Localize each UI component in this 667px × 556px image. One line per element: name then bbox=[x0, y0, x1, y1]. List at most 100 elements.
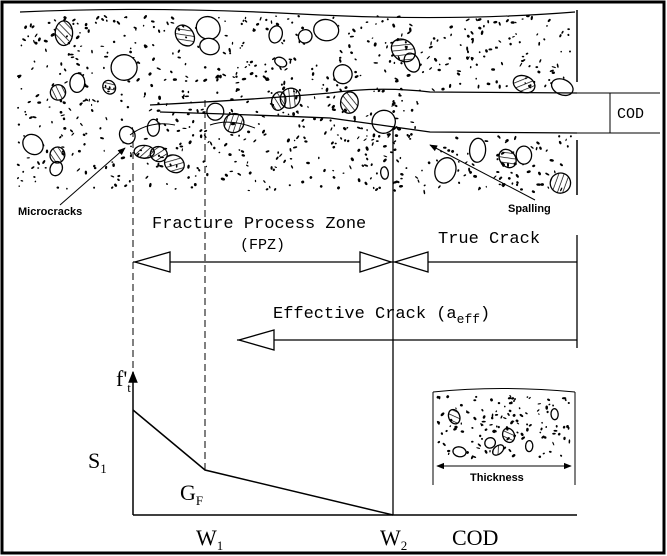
sand-grain bbox=[76, 168, 80, 172]
sand-grain bbox=[34, 33, 38, 37]
sand-grain bbox=[542, 452, 545, 454]
sand-grain bbox=[216, 91, 219, 94]
sand-grain bbox=[509, 401, 513, 404]
sand-grain bbox=[511, 453, 516, 457]
sand-grain bbox=[436, 159, 439, 162]
sand-grain bbox=[297, 15, 300, 18]
sand-grain bbox=[370, 177, 373, 180]
sand-grain bbox=[222, 51, 226, 55]
sand-grain bbox=[49, 106, 51, 108]
sand-grain bbox=[287, 113, 289, 115]
sand-grain bbox=[546, 25, 548, 27]
sand-grain bbox=[332, 176, 336, 180]
sand-grain bbox=[340, 137, 343, 140]
sand-grain bbox=[426, 56, 430, 60]
aggregate bbox=[312, 18, 340, 42]
sand-grain bbox=[158, 29, 161, 33]
sand-grain bbox=[439, 64, 441, 66]
sand-grain bbox=[29, 116, 34, 120]
sand-grain bbox=[496, 425, 498, 427]
sand-grain bbox=[311, 78, 313, 80]
sand-grain bbox=[511, 397, 515, 400]
sand-grain bbox=[274, 166, 277, 168]
sand-grain bbox=[329, 119, 332, 122]
sand-grain bbox=[463, 174, 466, 177]
sand-grain bbox=[200, 134, 203, 138]
inset-top-edge bbox=[433, 389, 575, 393]
sand-grain bbox=[117, 178, 121, 181]
sand-grain bbox=[540, 427, 543, 431]
sand-grain bbox=[499, 85, 501, 89]
sand-grain bbox=[121, 94, 123, 96]
sand-grain bbox=[283, 159, 287, 163]
sand-grain bbox=[200, 108, 204, 111]
gf-subscript: F bbox=[196, 493, 203, 508]
sand-grain bbox=[180, 145, 184, 147]
sand-grain bbox=[495, 410, 497, 412]
sand-grain bbox=[90, 109, 93, 113]
arrowhead bbox=[395, 252, 428, 272]
sand-grain bbox=[427, 161, 430, 165]
sand-grain bbox=[289, 184, 291, 186]
sand-grain bbox=[62, 117, 65, 120]
sand-grain bbox=[511, 182, 513, 185]
sand-grain bbox=[552, 442, 555, 446]
sand-grain bbox=[59, 135, 62, 138]
w1-subscript: 1 bbox=[217, 538, 224, 553]
sand-grain bbox=[471, 427, 474, 429]
sand-grain bbox=[34, 180, 36, 182]
sand-grain bbox=[245, 17, 247, 20]
sand-grain bbox=[545, 149, 548, 152]
sand-grain bbox=[551, 66, 556, 69]
sand-grain bbox=[103, 67, 105, 69]
sand-grain bbox=[238, 135, 240, 137]
sand-grain bbox=[80, 45, 83, 47]
sand-grain bbox=[37, 101, 41, 104]
sand-grain bbox=[182, 128, 187, 130]
sand-grain bbox=[267, 90, 270, 93]
sand-grain bbox=[479, 434, 482, 437]
sand-grain bbox=[342, 172, 344, 174]
sand-grain bbox=[443, 37, 446, 39]
sand-grain bbox=[228, 153, 232, 156]
sand-grain bbox=[496, 80, 498, 83]
sand-grain bbox=[508, 37, 511, 40]
sand-grain bbox=[433, 57, 437, 62]
sand-grain bbox=[535, 66, 538, 68]
sand-grain bbox=[495, 414, 499, 416]
sand-grain bbox=[549, 159, 554, 162]
sand-grain bbox=[20, 44, 22, 46]
sand-grain bbox=[299, 89, 302, 92]
sand-grain bbox=[470, 66, 472, 69]
sand-grain bbox=[166, 183, 169, 186]
sand-grain bbox=[539, 431, 541, 433]
sand-grain bbox=[541, 422, 543, 424]
sand-grain bbox=[556, 63, 558, 68]
effective-crack-label: Effective Crack (aeff) bbox=[273, 305, 490, 327]
sand-grain bbox=[350, 36, 354, 38]
sand-grain bbox=[537, 70, 541, 74]
sand-grain bbox=[59, 111, 62, 114]
sand-grain bbox=[204, 66, 207, 69]
sand-grain bbox=[521, 18, 523, 20]
spalling-label: Spalling bbox=[508, 203, 551, 215]
arrowhead bbox=[360, 252, 391, 272]
sand-grain bbox=[243, 138, 246, 141]
aggregate bbox=[551, 408, 559, 419]
sand-grain bbox=[515, 33, 517, 35]
sand-grain bbox=[567, 33, 570, 36]
sand-grain bbox=[170, 16, 175, 20]
sand-grain bbox=[484, 449, 488, 454]
sand-grain bbox=[415, 176, 419, 179]
sand-grain bbox=[333, 124, 335, 126]
sand-grain bbox=[45, 167, 47, 169]
sand-grain bbox=[25, 114, 27, 116]
sand-grain bbox=[461, 422, 462, 424]
sand-grain bbox=[466, 46, 468, 51]
sand-grain bbox=[333, 95, 336, 99]
sand-grain bbox=[371, 142, 374, 146]
sand-grain bbox=[538, 42, 540, 46]
sand-grain bbox=[392, 23, 396, 28]
sand-grain bbox=[69, 54, 73, 56]
sand-grain bbox=[120, 99, 123, 102]
